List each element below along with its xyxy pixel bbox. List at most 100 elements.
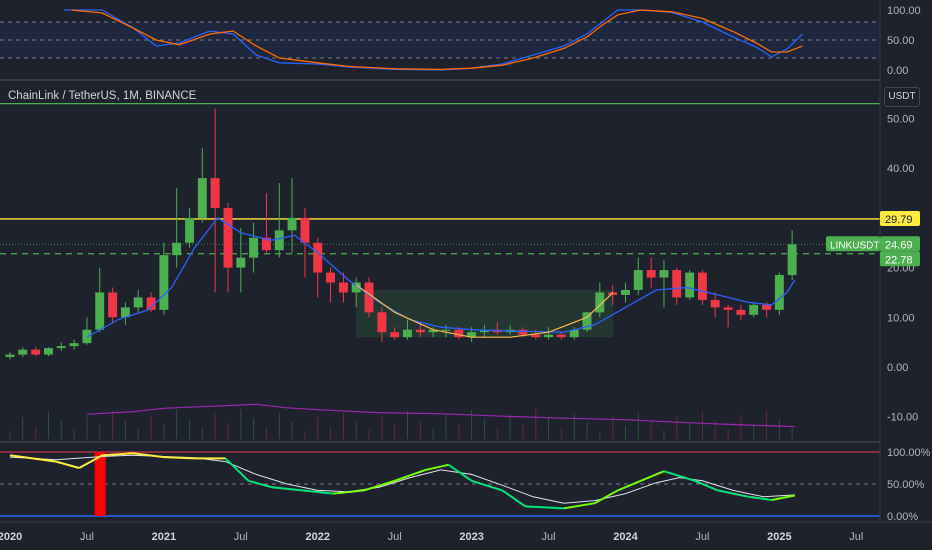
volume-bar — [714, 420, 716, 440]
candle-body — [56, 346, 66, 349]
candle-body — [710, 299, 720, 308]
volume-bar — [535, 409, 537, 440]
osc-main-segment — [640, 470, 665, 482]
currency-button[interactable]: USDT — [884, 87, 920, 107]
volume-bar — [522, 423, 524, 440]
time-tick-label: Jul — [542, 531, 556, 543]
time-tick-label: 2022 — [306, 531, 330, 543]
signal-bar — [94, 452, 106, 516]
candle-body — [685, 272, 695, 298]
candle-body — [787, 244, 797, 276]
candle-body — [274, 230, 284, 251]
volume-bar — [637, 412, 639, 440]
osc-main-segment — [271, 486, 303, 492]
candle-body — [415, 329, 425, 333]
osc-tick-label: 100.00% — [887, 447, 931, 459]
stoch-tick-label: 0.00 — [887, 65, 908, 77]
osc-main-segment — [102, 452, 134, 457]
candle-body — [262, 237, 271, 251]
osc-tick-label: 0.00% — [887, 511, 918, 523]
price-tick-label: -10.00 — [887, 412, 918, 424]
time-tick-label: Jul — [695, 531, 709, 543]
time-tick-label: 2024 — [613, 531, 638, 543]
candle-body — [479, 329, 489, 333]
candle-body — [326, 272, 335, 283]
volume-bar — [445, 415, 447, 440]
osc-main-segment — [302, 489, 334, 495]
osc-main-segment — [55, 460, 80, 469]
volume-bar — [740, 415, 742, 440]
cup-arc — [355, 284, 614, 338]
osc-main-segment — [594, 489, 619, 505]
osc-main-segment — [563, 502, 595, 510]
volume-bar — [573, 413, 575, 440]
time-tick-label: Jul — [849, 531, 863, 543]
volume-bar — [189, 419, 191, 440]
candle-body — [185, 217, 195, 243]
volume-bar — [227, 423, 229, 440]
volume-bar — [304, 431, 306, 440]
volume-bar — [419, 420, 421, 440]
volume-bar — [650, 421, 652, 440]
candle-body — [172, 242, 182, 256]
osc-main-segment — [425, 463, 449, 471]
oscillator-panel — [0, 451, 932, 523]
candle-body — [646, 270, 656, 278]
candle-body — [672, 270, 682, 298]
volume-bar — [253, 418, 255, 440]
moving-average-line — [86, 217, 796, 338]
osc-main-segment — [447, 463, 473, 482]
price-panel — [0, 102, 880, 443]
candle-body — [338, 282, 348, 293]
osc-main-segment — [9, 454, 57, 463]
volume-bar — [753, 424, 755, 440]
volume-bar — [330, 426, 332, 440]
candle-body — [544, 334, 554, 338]
candle-body — [236, 257, 246, 268]
volume-bar — [112, 411, 114, 440]
time-tick-label: Jul — [388, 531, 402, 543]
candle-body — [313, 242, 323, 273]
osc-main-segment — [394, 468, 426, 482]
volume-bar — [60, 421, 62, 440]
price-tick-label: 0.00 — [887, 362, 908, 374]
time-tick-label: 2021 — [152, 531, 176, 543]
price-label-box — [880, 210, 920, 226]
candle-body — [31, 349, 41, 355]
price-axis[interactable]: 100.0050.000.0050.0040.0030.0020.0010.00… — [826, 0, 931, 523]
volume-bar — [163, 424, 165, 440]
osc-main-segment — [717, 489, 749, 498]
candle-body — [249, 237, 259, 258]
volume-bar — [266, 427, 268, 440]
price-tick-label: 10.00 — [887, 312, 915, 324]
candle-body — [774, 275, 784, 310]
candle-body — [377, 312, 387, 333]
osc-main-segment — [525, 505, 564, 510]
volume-ma-line — [86, 403, 795, 428]
volume-bar — [586, 422, 588, 440]
osc-main-segment — [363, 479, 395, 492]
price-label-box — [880, 251, 920, 267]
volume-bar — [701, 411, 703, 440]
volume-bar — [624, 426, 626, 440]
candle-body — [351, 282, 361, 293]
candle-body — [608, 292, 618, 295]
volume-bar — [766, 410, 768, 440]
time-tick-label: 2020 — [0, 531, 22, 543]
volume-bar — [342, 412, 344, 440]
volume-bar — [676, 416, 678, 440]
candle-body — [159, 255, 169, 310]
time-tick-label: 2025 — [767, 531, 791, 543]
osc-main-segment — [132, 452, 164, 459]
candle-body — [108, 292, 118, 318]
candle-body — [210, 178, 220, 208]
ticker-tag — [826, 236, 880, 252]
volume-bar — [124, 420, 126, 440]
volume-bar — [778, 419, 780, 440]
volume-bar — [368, 430, 370, 440]
candle-body — [582, 312, 592, 330]
volume-bar — [663, 430, 665, 440]
time-axis[interactable]: 2020 Jul 2021 Jul 2022 Jul 2023 Jul 2024 Jul 2025 J… — [0, 531, 863, 543]
